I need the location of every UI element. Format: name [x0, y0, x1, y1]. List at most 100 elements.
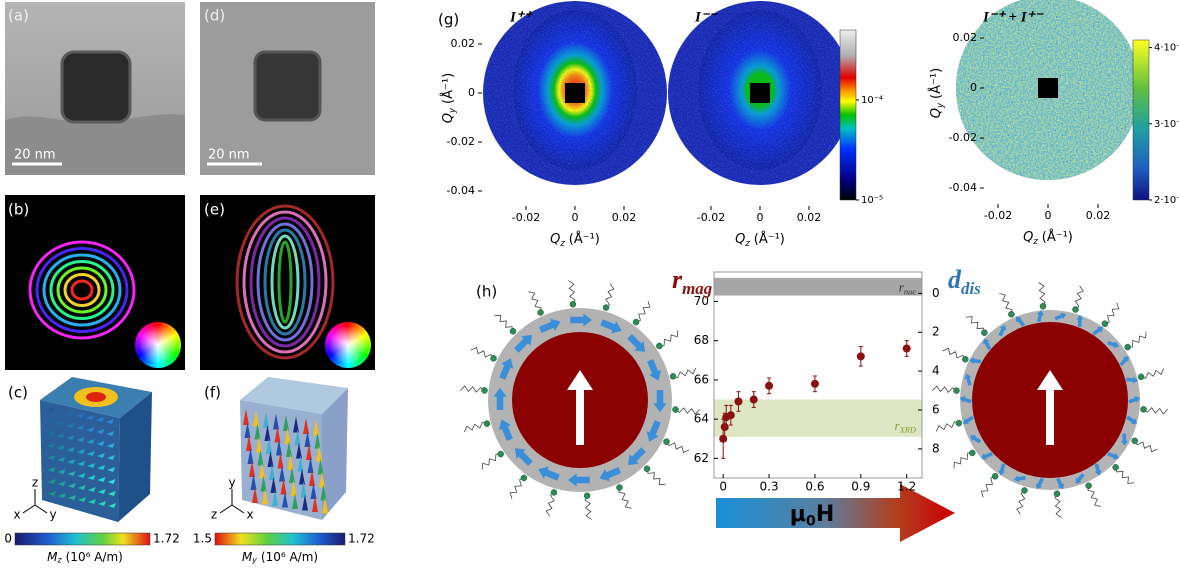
beam-stop [750, 83, 770, 103]
y2-axis-label: ddis [948, 265, 981, 298]
axis-label: y [228, 476, 235, 490]
color-wheel [325, 322, 371, 368]
x-axis-label: Qz(Å⁻¹) [550, 231, 600, 248]
label-sub: nuc [904, 287, 916, 297]
ligand-head [663, 439, 669, 445]
colorbar-tick-label: 1.72 [348, 532, 375, 546]
ligand [673, 368, 696, 378]
data-point [734, 397, 742, 405]
panel-label: (e) [204, 201, 225, 219]
ligand [510, 478, 524, 499]
figure-canvas: I⁺⁺-0.0200.020.020-0.02-0.04I⁻⁻-0.0200.0… [0, 0, 1179, 569]
ligand [471, 347, 494, 358]
label-unit: (Å⁻¹) [928, 68, 944, 99]
ligand-head [481, 387, 487, 393]
y-tick-label: 62 [694, 451, 709, 465]
ligand [966, 317, 985, 333]
ligand-head [616, 485, 622, 491]
y2-tick-label: 6 [932, 402, 940, 416]
y-tick-label: 68 [694, 333, 709, 347]
ligand-head [498, 451, 504, 457]
ligand-head [992, 473, 998, 479]
ligand [1141, 368, 1164, 378]
x-axis-label: Qz(Å⁻¹) [1023, 229, 1073, 246]
ligand [981, 476, 995, 497]
ligand-head [962, 356, 968, 362]
x-tick-label: 0.02 [797, 211, 822, 224]
panel-label: (d) [204, 7, 225, 25]
x-tick-label: 0 [1045, 209, 1052, 222]
ligand-head [981, 330, 987, 336]
label-unit: (Å⁻¹) [1042, 229, 1073, 245]
ligand [528, 292, 541, 313]
colorbar-label: My(10⁶ A/m) [242, 550, 318, 565]
label-sub: y [446, 107, 456, 114]
panel-label: (f) [204, 384, 221, 402]
ligand [1017, 490, 1025, 514]
ligand-head [633, 319, 639, 325]
ligand-head [1008, 311, 1014, 317]
ligand-head [570, 301, 576, 307]
ligand [932, 386, 956, 392]
x-tick-label: 0.3 [760, 480, 779, 494]
colorbar-tick-label: 3·10⁻⁵ [1154, 119, 1179, 130]
y-tick-label: 0 [970, 81, 977, 94]
axis-arrow [232, 505, 244, 513]
colorbar-tick-label: 2·10⁻⁵ [1154, 195, 1179, 206]
axis-label: x [13, 508, 20, 522]
ligand [647, 469, 666, 485]
x-tick-label: 0.02 [612, 211, 637, 224]
y-tick-label: -0.02 [949, 131, 977, 144]
vortex-core [86, 392, 106, 402]
ligand [954, 453, 972, 469]
ligand-head [491, 355, 497, 361]
ligand [1075, 286, 1083, 310]
ligand [1144, 408, 1168, 414]
label-sub: 0 [806, 514, 816, 530]
x-tick-label: 0.02 [1086, 209, 1111, 222]
label-sub: y [251, 556, 257, 565]
ligand-head [1102, 321, 1108, 327]
panel-label: (h) [476, 283, 497, 301]
ligand-head [956, 420, 962, 426]
label-sub: z [559, 237, 565, 247]
data-point [857, 352, 865, 360]
label-sub: z [1032, 235, 1038, 245]
axis-arrow [220, 505, 232, 513]
ligand-head [551, 489, 557, 495]
label-sub: dis [961, 279, 981, 298]
panel-label: (a) [8, 7, 29, 25]
data-point [719, 435, 727, 443]
label-base: M [242, 550, 253, 564]
colorbar-tick-label: 10⁻⁴ [861, 95, 883, 106]
ligand-head [670, 373, 676, 379]
label-unit: (Å⁻¹) [440, 73, 456, 104]
colorbar-tick-label: 1.5 [193, 532, 212, 546]
label-sub: z [57, 556, 63, 565]
ligand [494, 315, 513, 331]
y-axis-label: rmag [672, 265, 712, 298]
ligand [1135, 441, 1158, 452]
y-tick-label: -0.04 [949, 181, 977, 194]
ligand [636, 301, 650, 322]
ligand [1039, 283, 1045, 307]
x-tick-label: 0 [572, 211, 579, 224]
ligand-head [1125, 344, 1131, 350]
ligand-head [1054, 491, 1060, 497]
label-base: M [47, 550, 58, 564]
ligand [1128, 331, 1146, 347]
particle-image [62, 52, 130, 122]
ligand [936, 422, 959, 432]
plot-area [714, 272, 922, 478]
colorbar-tick-label: 0 [4, 532, 12, 546]
data-point [811, 380, 819, 388]
axis-arrow [23, 505, 35, 513]
particle-image [255, 52, 320, 120]
x-tick-label: -0.02 [512, 211, 540, 224]
axis-label: y [49, 508, 56, 522]
data-point [903, 345, 911, 353]
label-base: Q [929, 108, 944, 118]
panel-label: (g) [438, 11, 459, 29]
data-point [765, 382, 773, 390]
y2-tick-label: 2 [932, 325, 940, 339]
